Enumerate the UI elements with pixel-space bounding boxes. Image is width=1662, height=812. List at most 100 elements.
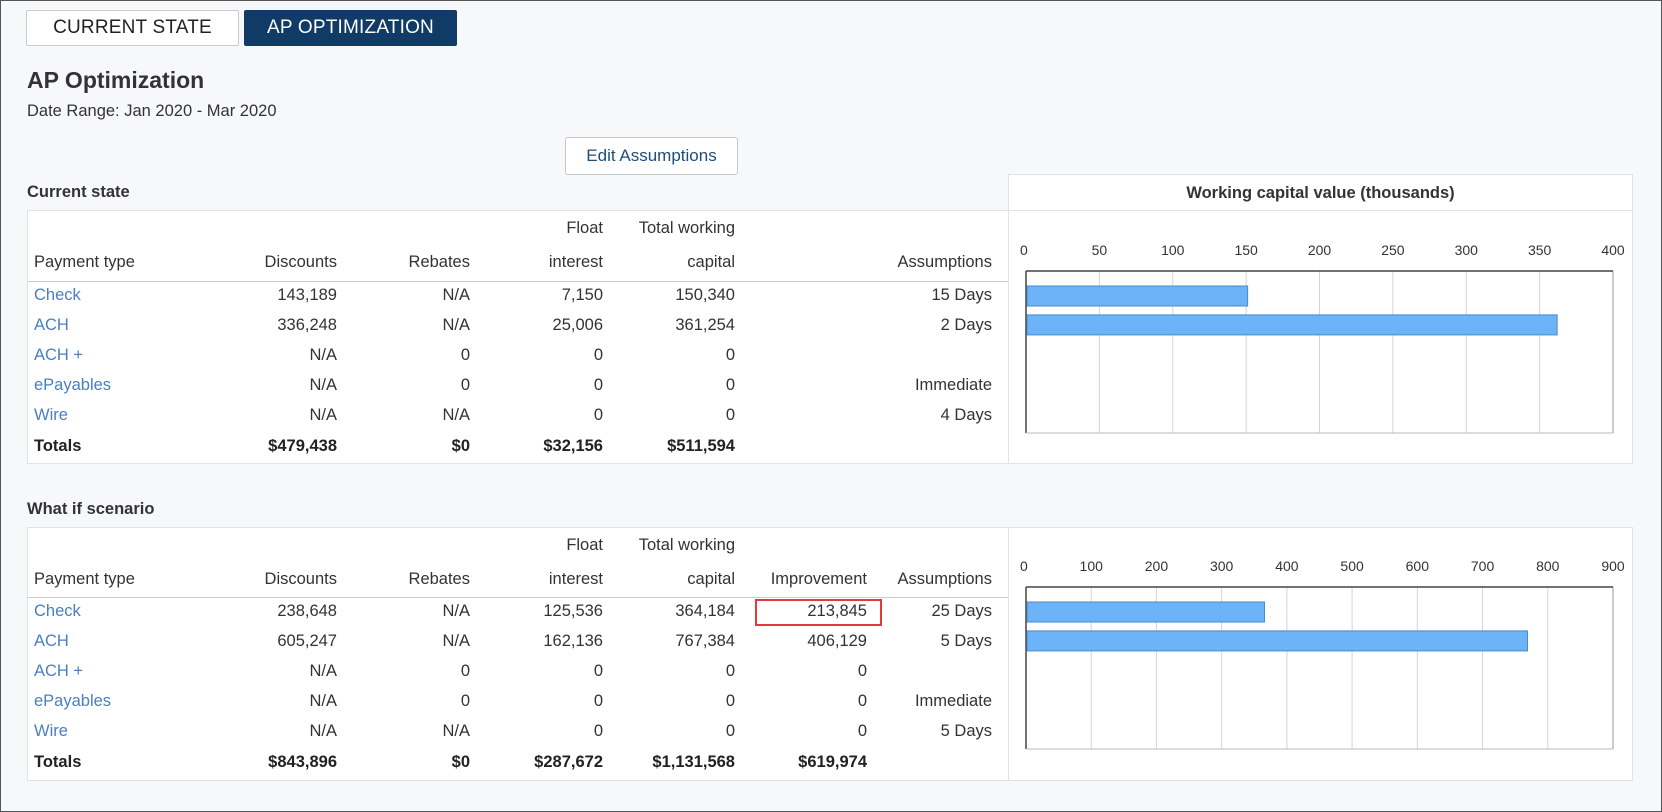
cell-rebates: N/A xyxy=(442,406,470,424)
payment-type-link[interactable]: ACH + xyxy=(34,346,84,364)
chart-title-divider xyxy=(1009,210,1632,211)
x-tick-label: 600 xyxy=(1406,558,1430,574)
tab-current-state[interactable]: CURRENT STATE xyxy=(26,10,239,46)
cell-rebates: N/A xyxy=(442,632,470,650)
total-discounts: $479,438 xyxy=(268,437,337,455)
col-twc-line1: Total working xyxy=(638,536,735,554)
payment-type-link[interactable]: ACH xyxy=(34,316,69,334)
x-tick-label: 400 xyxy=(1601,242,1625,258)
col-float-line1: Float xyxy=(566,219,603,237)
col-twc-line2: capital xyxy=(687,570,735,588)
what-if-title: What if scenario xyxy=(27,500,155,518)
cell-float-interest: 0 xyxy=(593,662,603,680)
payment-type-link[interactable]: ACH + xyxy=(34,662,84,680)
cell-float-interest: 25,006 xyxy=(552,316,603,334)
header-divider xyxy=(28,281,1008,282)
payment-type-link[interactable]: Check xyxy=(34,286,81,304)
x-tick-label: 800 xyxy=(1536,558,1560,574)
bar-check xyxy=(1026,285,1249,307)
improvement-highlight-box xyxy=(755,599,882,626)
cell-discounts: 238,648 xyxy=(277,602,337,620)
cell-improvement: 213,845 xyxy=(807,602,867,620)
total-float-interest: $287,672 xyxy=(534,753,603,771)
cell-rebates: N/A xyxy=(442,286,470,304)
cell-assumptions: 2 Days xyxy=(940,316,992,334)
cell-rebates: 0 xyxy=(460,692,470,710)
col-improvement: Improvement xyxy=(770,570,867,588)
totals-label: Totals xyxy=(34,753,82,771)
payment-type-link[interactable]: ePayables xyxy=(34,376,112,394)
cell-float-interest: 0 xyxy=(593,692,603,710)
cell-discounts: 605,247 xyxy=(277,632,337,650)
header-divider xyxy=(28,597,1008,598)
col-rebates: Rebates xyxy=(408,253,470,271)
payment-type-link[interactable]: ACH xyxy=(34,632,69,650)
total-improvement: $619,974 xyxy=(798,753,867,771)
current-state-table-panel xyxy=(27,210,1009,464)
payment-type-link[interactable]: Check xyxy=(34,602,81,620)
x-tick-label: 500 xyxy=(1340,558,1364,574)
cell-discounts: 143,189 xyxy=(277,286,337,304)
col-float-line1: Float xyxy=(566,536,603,554)
chart-title: Working capital value (thousands) xyxy=(1186,184,1455,202)
x-tick-label: 250 xyxy=(1381,242,1405,258)
x-tick-label: 400 xyxy=(1275,558,1299,574)
page-title: AP Optimization xyxy=(27,67,205,93)
what-if-chart-panel xyxy=(1008,527,1633,781)
cell-float-interest: 0 xyxy=(593,376,603,394)
cell-total-working-capital: 361,254 xyxy=(675,316,735,334)
total-total-working-capital: $511,594 xyxy=(667,437,735,455)
cell-discounts: N/A xyxy=(309,722,337,740)
x-tick-label: 0 xyxy=(1020,242,1028,258)
col-discounts: Discounts xyxy=(264,253,337,271)
payment-type-link[interactable]: Wire xyxy=(34,406,68,424)
cell-total-working-capital: 0 xyxy=(725,722,735,740)
cell-total-working-capital: 0 xyxy=(725,406,735,424)
cell-total-working-capital: 0 xyxy=(725,692,735,710)
total-total-working-capital: $1,131,568 xyxy=(652,753,735,771)
x-tick-label: 200 xyxy=(1308,242,1332,258)
cell-total-working-capital: 150,340 xyxy=(675,286,735,304)
x-tick-label: 350 xyxy=(1528,242,1552,258)
x-tick-label: 900 xyxy=(1601,558,1625,574)
cell-rebates: N/A xyxy=(442,602,470,620)
cell-assumptions: 25 Days xyxy=(931,602,992,620)
x-tick-label: 0 xyxy=(1020,558,1028,574)
col-twc-line1: Total working xyxy=(638,219,735,237)
x-tick-label: 100 xyxy=(1080,558,1104,574)
cell-discounts: N/A xyxy=(309,376,337,394)
cell-total-working-capital: 364,184 xyxy=(675,602,735,620)
cell-assumptions: Immediate xyxy=(914,692,992,710)
tab-ap-optimization[interactable]: AP OPTIMIZATION xyxy=(244,10,457,46)
cell-discounts: N/A xyxy=(309,692,337,710)
col-payment-type: Payment type xyxy=(34,253,135,271)
cell-rebates: 0 xyxy=(460,662,470,680)
cell-rebates: 0 xyxy=(460,346,470,364)
cell-total-working-capital: 767,384 xyxy=(675,632,735,650)
bar-check xyxy=(1026,601,1266,623)
total-float-interest: $32,156 xyxy=(543,437,603,455)
date-range: Date Range: Jan 2020 - Mar 2020 xyxy=(27,102,277,120)
x-tick-label: 200 xyxy=(1145,558,1169,574)
col-assumptions: Assumptions xyxy=(897,253,992,271)
cell-assumptions: 15 Days xyxy=(931,286,992,304)
edit-assumptions-button[interactable]: Edit Assumptions xyxy=(565,137,738,175)
total-discounts: $843,896 xyxy=(268,753,337,771)
cell-discounts: N/A xyxy=(309,346,337,364)
cell-float-interest: 0 xyxy=(593,346,603,364)
total-rebates: $0 xyxy=(451,437,470,455)
col-assumptions: Assumptions xyxy=(897,570,992,588)
cell-assumptions: 5 Days xyxy=(940,632,992,650)
cell-rebates: N/A xyxy=(442,316,470,334)
totals-label: Totals xyxy=(34,437,82,455)
cell-rebates: 0 xyxy=(460,376,470,394)
cell-rebates: N/A xyxy=(442,722,470,740)
cell-improvement: 406,129 xyxy=(807,632,867,650)
cell-float-interest: 7,150 xyxy=(561,286,603,304)
cell-assumptions: 4 Days xyxy=(940,406,992,424)
payment-type-link[interactable]: ePayables xyxy=(34,692,112,710)
cell-total-working-capital: 0 xyxy=(725,662,735,680)
payment-type-link[interactable]: Wire xyxy=(34,722,68,740)
cell-improvement: 0 xyxy=(857,662,867,680)
cell-improvement: 0 xyxy=(857,722,867,740)
